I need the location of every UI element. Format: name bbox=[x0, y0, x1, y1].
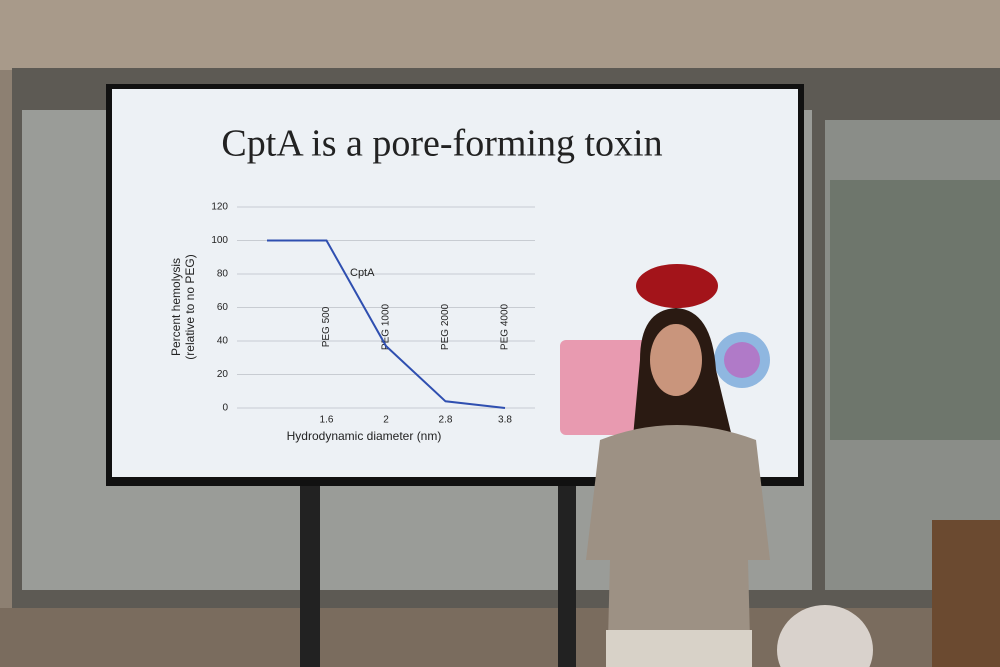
y-tick-label: 100 bbox=[211, 235, 228, 246]
annotation: PEG 500 bbox=[321, 306, 332, 347]
y-tick-label: 20 bbox=[217, 369, 229, 380]
tree bbox=[830, 180, 1000, 440]
y-axis-label: Percent hemolysis(relative to no PEG) bbox=[169, 254, 197, 359]
y-tick-label: 40 bbox=[217, 336, 229, 347]
annotation: PEG 4000 bbox=[500, 303, 511, 350]
speaker-skirt bbox=[606, 630, 752, 667]
y-axis-label-line: (relative to no PEG) bbox=[183, 254, 197, 359]
x-tick-label: 2 bbox=[383, 415, 389, 426]
y-tick-label: 60 bbox=[217, 302, 229, 313]
annotation: PEG 2000 bbox=[440, 303, 451, 350]
face bbox=[650, 324, 702, 396]
x-axis-label: Hydrodynamic diameter (nm) bbox=[287, 429, 442, 443]
y-tick-label: 80 bbox=[217, 269, 229, 280]
chart: 0 20 40 60 80 100 120 1.6 2 2.8 3.8 PEG 500 PEG 1000… bbox=[169, 202, 535, 443]
podium bbox=[932, 520, 1000, 667]
red-blood-cell bbox=[636, 264, 718, 308]
y-tick-label: 0 bbox=[222, 403, 228, 414]
y-axis-label-line: Percent hemolysis bbox=[169, 258, 183, 356]
slide-title: CptA is a pore-forming toxin bbox=[221, 123, 662, 165]
y-tick-label: 120 bbox=[211, 202, 228, 213]
x-tick-label: 3.8 bbox=[498, 415, 512, 426]
stand-right bbox=[558, 480, 576, 667]
series-line bbox=[267, 239, 506, 409]
immune-cell-nucleus bbox=[724, 342, 760, 378]
stand-left bbox=[300, 480, 320, 667]
upper-wall bbox=[0, 0, 1000, 70]
annotation: PEG 1000 bbox=[381, 303, 392, 350]
audience-head bbox=[777, 605, 873, 667]
x-tick-label: 1.6 bbox=[320, 415, 334, 426]
epithelial-cells bbox=[560, 340, 652, 435]
series-label: CptA bbox=[350, 267, 375, 279]
x-tick-label: 2.8 bbox=[439, 415, 453, 426]
speaker-shirt bbox=[586, 425, 770, 640]
